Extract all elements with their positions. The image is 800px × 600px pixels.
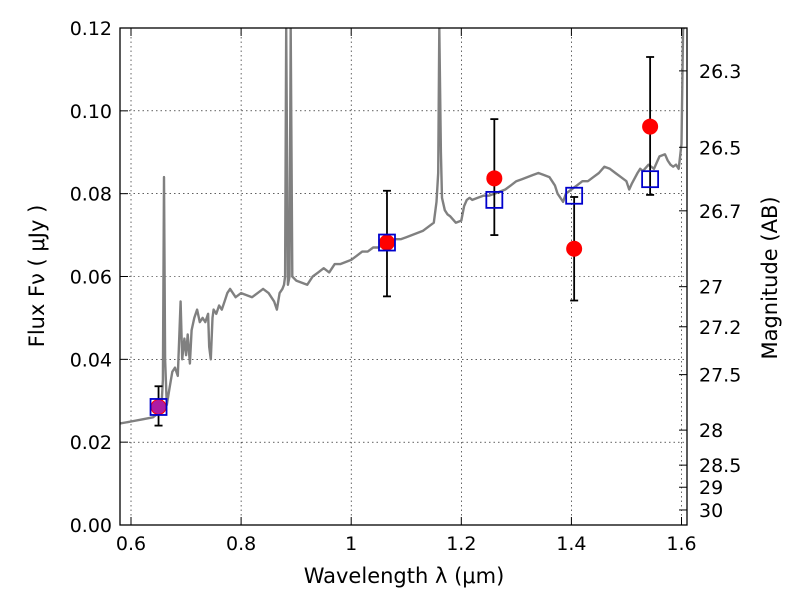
y-tick-label: 0.04	[70, 349, 112, 371]
right-tick-label: 27.5	[699, 365, 741, 387]
y-axis-ticks: 0.00 0.02 0.04 0.06 0.08 0.10 0.12	[70, 18, 128, 537]
model-point	[565, 186, 584, 205]
x-tick-label: 1.6	[666, 533, 696, 555]
x-tick-label: 0.6	[116, 533, 146, 555]
right-tick-label: 26.3	[699, 61, 741, 83]
y-tick-label: 0.08	[70, 184, 112, 206]
model-photometry-points	[149, 170, 660, 416]
x-tick-label: 1.2	[446, 533, 476, 555]
grid-lines	[120, 28, 687, 525]
right-tick-label: 30	[699, 500, 723, 522]
right-tick-label: 29	[699, 477, 723, 499]
observed-point	[566, 240, 583, 257]
right-tick-label: 27.2	[699, 317, 741, 339]
right-tick-label: 26.5	[699, 137, 741, 159]
x-axis-label: Wavelength λ (μm)	[304, 564, 505, 588]
x-tick-label: 0.8	[226, 533, 256, 555]
y-axis-label: Flux Fν ( μJy )	[25, 205, 49, 348]
y-tick-label: 0.00	[70, 515, 112, 537]
x-axis-ticks: 0.6 0.8 1 1.2 1.4 1.6	[116, 28, 697, 555]
right-tick-label: 26.7	[699, 201, 741, 223]
overlap-point	[151, 399, 166, 414]
model-point	[378, 233, 396, 252]
right-axis-label: Magnitude (AB)	[758, 196, 782, 359]
observed-point	[378, 234, 395, 251]
model-point	[641, 170, 660, 189]
x-tick-label: 1	[345, 533, 357, 555]
model-point	[485, 190, 504, 209]
right-tick-label: 27	[699, 277, 723, 299]
y-tick-label: 0.02	[70, 432, 112, 454]
observed-point	[486, 170, 503, 187]
x-tick-label: 1.4	[556, 533, 586, 555]
y-tick-label: 0.10	[70, 101, 112, 123]
right-tick-label: 28	[699, 420, 723, 442]
right-tick-label: 28.5	[699, 455, 741, 477]
observed-point	[642, 118, 659, 135]
model-point	[149, 398, 168, 416]
y-tick-label: 0.12	[70, 18, 112, 40]
y-tick-label: 0.06	[70, 267, 112, 289]
